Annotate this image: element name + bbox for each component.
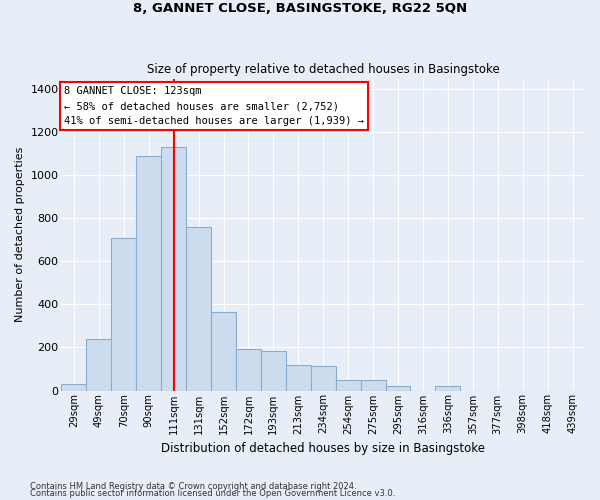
Bar: [286, 364, 311, 390]
Bar: [211, 312, 236, 390]
Text: 8, GANNET CLOSE, BASINGSTOKE, RG22 5QN: 8, GANNET CLOSE, BASINGSTOKE, RG22 5QN: [133, 2, 467, 16]
Bar: [386, 386, 410, 390]
Bar: [361, 380, 386, 390]
Bar: [335, 380, 361, 390]
Bar: [261, 350, 286, 391]
Bar: [136, 156, 161, 390]
Y-axis label: Number of detached properties: Number of detached properties: [15, 147, 25, 322]
X-axis label: Distribution of detached houses by size in Basingstoke: Distribution of detached houses by size …: [161, 442, 485, 455]
Text: 8 GANNET CLOSE: 123sqm
← 58% of detached houses are smaller (2,752)
41% of semi-: 8 GANNET CLOSE: 123sqm ← 58% of detached…: [64, 86, 364, 126]
Bar: [161, 148, 186, 390]
Bar: [61, 384, 86, 390]
Text: Contains HM Land Registry data © Crown copyright and database right 2024.: Contains HM Land Registry data © Crown c…: [30, 482, 356, 491]
Bar: [86, 339, 112, 390]
Bar: [112, 238, 136, 390]
Bar: [311, 366, 335, 390]
Bar: [236, 348, 261, 391]
Text: Contains public sector information licensed under the Open Government Licence v3: Contains public sector information licen…: [30, 490, 395, 498]
Title: Size of property relative to detached houses in Basingstoke: Size of property relative to detached ho…: [147, 63, 500, 76]
Bar: [186, 227, 211, 390]
Bar: [436, 386, 460, 390]
